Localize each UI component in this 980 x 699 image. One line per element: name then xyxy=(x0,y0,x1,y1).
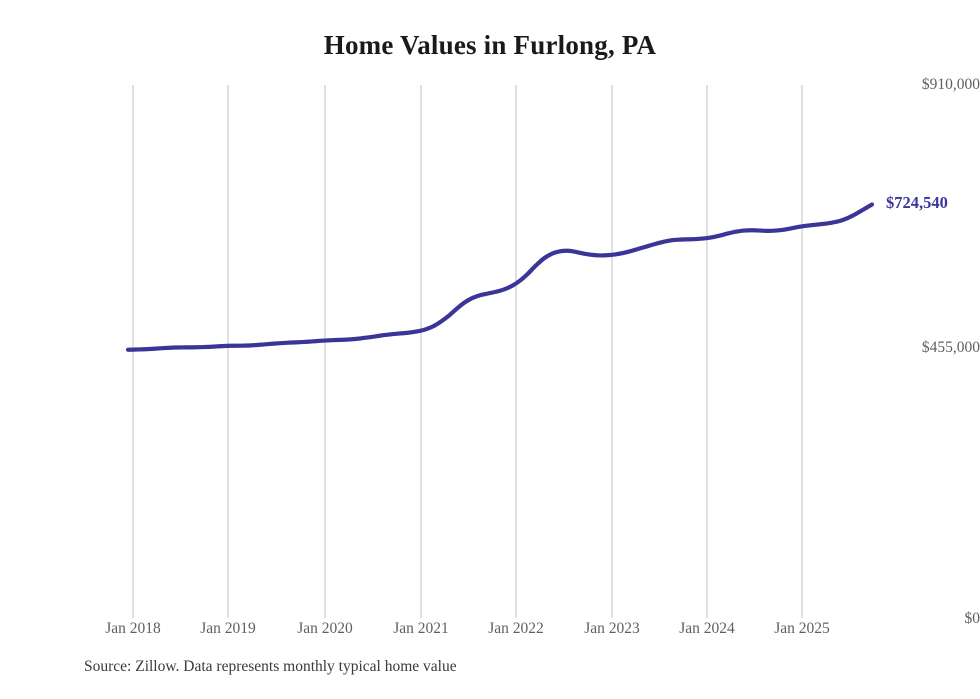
home-value-series-line xyxy=(125,202,875,352)
x-axis-tick-label: Jan 2018 xyxy=(105,620,161,637)
x-axis-tick-label: Jan 2021 xyxy=(393,620,449,637)
source-note: Source: Zillow. Data represents monthly … xyxy=(84,658,457,675)
gridlines xyxy=(132,85,803,618)
x-axis-tick-label: Jan 2020 xyxy=(297,620,353,637)
x-axis-tick-label: Jan 2019 xyxy=(200,620,256,637)
x-axis-tick-label: Jan 2025 xyxy=(774,620,830,637)
x-axis-tick-label: Jan 2022 xyxy=(488,620,544,637)
series-end-value-label: $724,540 xyxy=(886,193,948,213)
y-axis-tick-label-middle: $455,000 xyxy=(921,339,980,356)
y-axis-tick-label-top: $910,000 xyxy=(921,76,980,93)
x-axis-tick-label: Jan 2023 xyxy=(584,620,640,637)
y-axis-tick-label-bottom: $0 xyxy=(964,610,980,627)
chart-title: Home Values in Furlong, PA xyxy=(323,30,657,60)
x-axis-tick-label: Jan 2024 xyxy=(679,620,735,637)
